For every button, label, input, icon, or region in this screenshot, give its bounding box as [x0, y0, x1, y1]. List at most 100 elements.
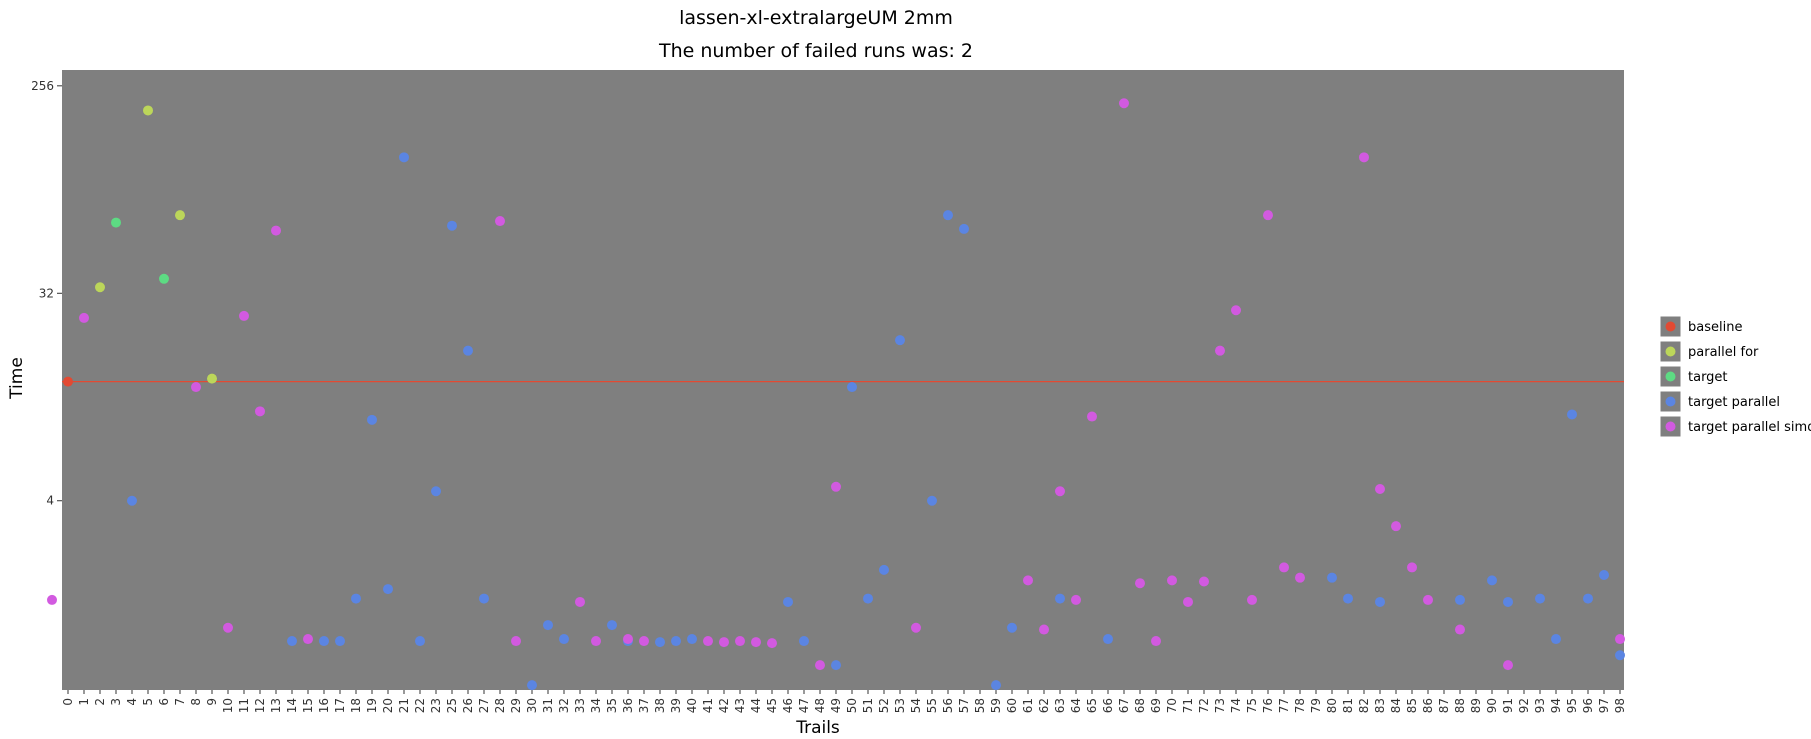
- x-tick-label: 97: [1597, 698, 1611, 713]
- point-target-parallel-simd: [191, 382, 201, 393]
- x-tick-label: 12: [253, 698, 267, 713]
- y-tick-label: 32: [39, 286, 54, 300]
- point-target-parallel: [367, 414, 377, 425]
- x-tick-label: 67: [1117, 698, 1131, 713]
- point-target-parallel-simd: [1615, 634, 1625, 645]
- x-tick-label: 92: [1517, 698, 1531, 713]
- x-tick-label: 54: [909, 698, 923, 713]
- point-target-parallel: [479, 593, 489, 604]
- x-tick-label: 34: [589, 698, 603, 713]
- point-target-parallel-simd: [1135, 578, 1145, 589]
- point-target-parallel-simd: [815, 660, 825, 671]
- point-parallel-for: [143, 105, 153, 116]
- legend-marker-baseline: [1665, 321, 1676, 332]
- point-target-parallel: [1103, 634, 1113, 645]
- x-tick-label: 2: [93, 698, 107, 706]
- x-tick-label: 15: [301, 698, 315, 713]
- x-tick-label: 7: [173, 698, 187, 706]
- x-axis-label: Trails: [795, 718, 840, 738]
- x-tick-label: 50: [845, 698, 859, 713]
- point-target-parallel: [1615, 650, 1625, 661]
- point-target-parallel: [879, 564, 889, 575]
- x-tick-label: 88: [1453, 698, 1467, 713]
- legend-label-target-parallel-simd: target parallel simd: [1688, 420, 1811, 435]
- x-tick-label: 74: [1229, 698, 1243, 713]
- point-target-parallel: [383, 584, 393, 595]
- point-target-parallel: [543, 620, 553, 631]
- x-tick-label: 64: [1069, 698, 1083, 713]
- point-target-parallel: [687, 634, 697, 645]
- x-tick-label: 96: [1581, 698, 1595, 713]
- legend-marker-parallel-for: [1665, 346, 1676, 357]
- x-tick-label: 62: [1037, 698, 1051, 713]
- x-tick-label: 69: [1149, 698, 1163, 713]
- x-tick-label: 40: [685, 698, 699, 713]
- x-tick-label: 87: [1437, 698, 1451, 713]
- point-target-parallel-simd: [239, 310, 249, 321]
- legend-label-baseline: baseline: [1688, 320, 1742, 335]
- point-target-parallel: [287, 636, 297, 647]
- x-tick-label: 83: [1373, 698, 1387, 713]
- point-target-parallel-simd: [1455, 624, 1465, 635]
- point-target-parallel: [319, 636, 329, 647]
- data-points: [47, 98, 1625, 691]
- point-target-parallel-simd: [495, 216, 505, 227]
- point-target-parallel: [1583, 593, 1593, 604]
- x-tick-label: 28: [493, 698, 507, 713]
- x-tick-label: 38: [653, 698, 667, 713]
- point-target-parallel-simd: [271, 225, 281, 236]
- x-tick-label: 8: [189, 698, 203, 706]
- point-target-parallel: [1503, 596, 1513, 607]
- point-target-parallel: [1535, 593, 1545, 604]
- point-target-parallel: [527, 680, 537, 691]
- x-tick-label: 56: [941, 698, 955, 713]
- x-tick-label: 76: [1261, 698, 1275, 713]
- x-tick-label: 61: [1021, 698, 1035, 713]
- point-target-parallel-simd: [911, 622, 921, 633]
- x-axis-ticks: 0 1 2 3 4 5 6 7 8 9 10 11 12 13 14 15 16 17 18 19 20 21 22 23 25…: [61, 690, 1627, 713]
- x-tick-label: 32: [557, 698, 571, 713]
- x-tick-label: 26: [461, 698, 475, 713]
- x-tick-label: 80: [1325, 698, 1339, 713]
- x-tick-label: 21: [397, 698, 411, 713]
- x-tick-label: 68: [1133, 698, 1147, 713]
- x-tick-label: 78: [1293, 698, 1307, 713]
- x-tick-label: 70: [1165, 698, 1179, 713]
- x-tick-label: 51: [861, 698, 875, 713]
- point-target-parallel: [1375, 596, 1385, 607]
- point-target-parallel: [799, 636, 809, 647]
- point-target-parallel-simd: [79, 312, 89, 323]
- point-target-parallel: [447, 220, 457, 231]
- x-tick-label: 43: [733, 698, 747, 713]
- point-target-parallel: [863, 593, 873, 604]
- point-target-parallel: [927, 495, 937, 506]
- point-target-parallel-simd: [1279, 562, 1289, 573]
- x-tick-label: 37: [637, 698, 651, 713]
- x-tick-label: 6: [157, 698, 171, 706]
- point-target-parallel: [1327, 572, 1337, 583]
- point-target-parallel: [991, 680, 1001, 691]
- point-target-parallel: [831, 660, 841, 671]
- x-tick-label: 59: [989, 698, 1003, 713]
- x-tick-label: 55: [925, 698, 939, 713]
- point-target-parallel-simd: [623, 634, 633, 645]
- x-tick-label: 77: [1277, 698, 1291, 713]
- legend: baseline parallel for target target paralle…: [1659, 315, 1811, 438]
- point-parallel-for: [95, 282, 105, 293]
- point-target-parallel: [895, 335, 905, 346]
- point-parallel-for: [207, 373, 217, 384]
- x-tick-label: 72: [1197, 698, 1211, 713]
- plot-panel: [62, 70, 1624, 690]
- x-tick-label: 33: [573, 698, 587, 713]
- point-target-parallel: [463, 345, 473, 356]
- point-target-parallel: [1599, 570, 1609, 581]
- x-tick-label: 19: [365, 698, 379, 713]
- point-target-parallel-simd: [1295, 572, 1305, 583]
- y-tick-label: 256: [31, 79, 54, 93]
- point-target-parallel: [1055, 593, 1065, 604]
- point-target-parallel: [847, 382, 857, 393]
- point-target-parallel-simd: [511, 636, 521, 647]
- y-tick-label: 4: [46, 494, 54, 508]
- x-tick-label: 13: [269, 698, 283, 713]
